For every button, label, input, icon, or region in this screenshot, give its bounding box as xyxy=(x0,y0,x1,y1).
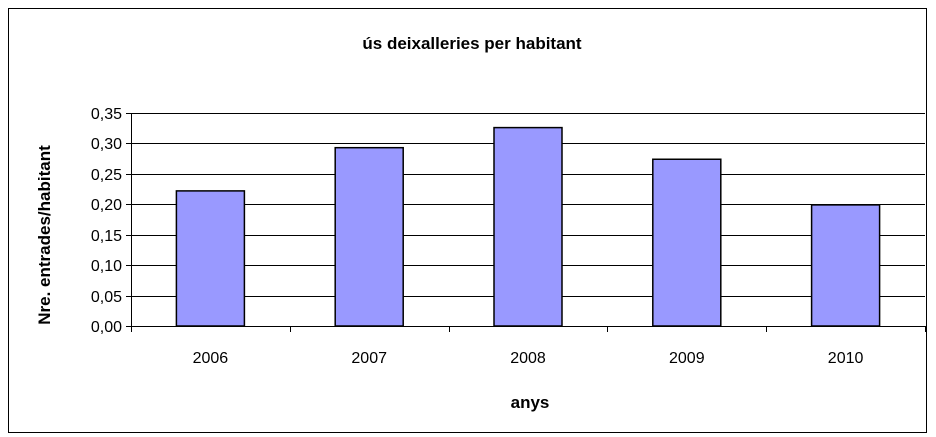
x-tick-label: 2010 xyxy=(828,350,864,367)
y-tick-label: 0,05 xyxy=(91,289,122,306)
y-tick-label: 0,35 xyxy=(91,106,122,123)
axes xyxy=(131,113,926,332)
y-tick-labels: 0,00 0,05 0,10 0,15 0,20 0,25 0,30 0,35 xyxy=(91,106,122,336)
bar xyxy=(493,126,563,327)
bar xyxy=(652,158,722,327)
y-tick-label: 0,30 xyxy=(91,136,122,153)
bar xyxy=(334,146,404,327)
x-axis-title: anys xyxy=(511,393,550,412)
y-tick-label: 0,10 xyxy=(91,258,122,275)
bar xyxy=(810,204,881,327)
y-tick-label: 0,15 xyxy=(91,228,122,245)
y-axis-title: Nre. entrades/habitant xyxy=(35,145,54,325)
bars xyxy=(175,126,881,327)
y-tick-label: 0,20 xyxy=(91,197,122,214)
x-tick-label: 2009 xyxy=(669,350,705,367)
y-tick-label: 0,25 xyxy=(91,167,122,184)
x-tick-label: 2006 xyxy=(193,350,229,367)
x-tick-label: 2007 xyxy=(351,350,387,367)
y-tick-label: 0,00 xyxy=(91,319,122,336)
x-tick-label: 2008 xyxy=(510,350,546,367)
x-tick-labels: 2006 2007 2008 2009 2010 xyxy=(193,350,864,367)
chart-title: ús deixalleries per habitant xyxy=(362,34,582,53)
bar xyxy=(175,190,246,327)
